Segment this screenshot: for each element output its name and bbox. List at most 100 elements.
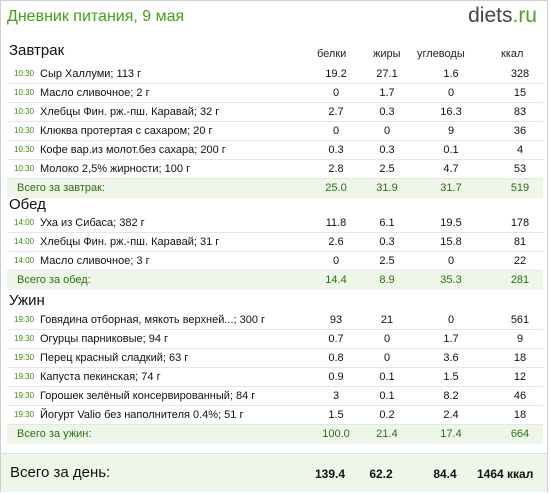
food-carbs: 19.5	[440, 217, 462, 229]
logo-tld: .ru	[512, 4, 537, 27]
food-name[interactable]: Капуста пекинская; 74 г	[40, 371, 161, 383]
food-protein: 11.8	[325, 217, 347, 229]
food-kcal: 12	[513, 371, 527, 383]
section-title: Завтрак	[9, 42, 65, 59]
food-name[interactable]: Клюква протертая с сахаром; 20 г	[40, 125, 213, 137]
food-carbs: 2.4	[443, 409, 459, 421]
food-protein: 0	[332, 255, 340, 267]
food-row[interactable]: 19:30 Йогурт Valio без наполнителя 0.4%; …	[7, 406, 543, 425]
food-kcal: 46	[513, 390, 527, 402]
food-time: 19:30	[14, 315, 35, 324]
food-row[interactable]: 19:30 Горошек зелёный консервированный; 8…	[7, 387, 543, 406]
food-time: 10:30	[14, 145, 35, 154]
food-kcal: 4	[516, 144, 524, 156]
food-time: 19:30	[14, 353, 35, 362]
food-name[interactable]: Молоко 2,5% жирности; 100 г	[40, 163, 191, 175]
food-row[interactable]: 10:30 Сыр Халлуми; 113 г 19.2 27.1 1.6 328	[7, 65, 543, 84]
section-total-label: Всего за ужин:	[17, 428, 92, 440]
food-row[interactable]: 14:00 Масло сливочное; 3 г 0 2.5 0 22	[7, 252, 543, 271]
food-carbs: 9	[447, 125, 455, 137]
food-fat: 21	[380, 314, 394, 326]
food-fat: 2.5	[379, 163, 395, 175]
col-header-carbs: углеводы	[417, 48, 465, 60]
section-total-kcal: 519	[510, 182, 530, 194]
section-total-fat: 8.9	[379, 274, 395, 286]
food-time: 14:00	[14, 237, 35, 246]
section-total-protein: 14.4	[325, 274, 347, 286]
food-kcal: 9	[516, 333, 524, 345]
food-kcal: 53	[513, 163, 527, 175]
food-kcal: 178	[510, 217, 530, 229]
food-carbs: 3.6	[443, 352, 459, 364]
page-title: Дневник питания, 9 мая	[7, 8, 185, 25]
food-row[interactable]: 10:30 Кофе вар.из молот.без сахара; 200 г…	[7, 141, 543, 160]
food-time: 19:30	[14, 391, 35, 400]
food-protein: 93	[329, 314, 343, 326]
section-total-fat: 21.4	[376, 428, 398, 440]
food-time: 10:30	[14, 126, 35, 135]
food-row[interactable]: 19:30 Говядина отборная, мякоть верхней..…	[7, 311, 543, 330]
food-name[interactable]: Огурцы парниковые; 94 г	[40, 333, 169, 345]
food-kcal: 22	[513, 255, 527, 267]
food-name[interactable]: Горошек зелёный консервированный; 84 г	[40, 390, 256, 402]
food-carbs: 0	[447, 87, 455, 99]
food-fat: 0	[383, 352, 391, 364]
food-time: 10:30	[14, 88, 35, 97]
food-fat: 6.1	[379, 217, 395, 229]
section-total-carbs: 35.3	[440, 274, 462, 286]
food-name[interactable]: Уха из Сибаса; 382 г	[40, 217, 145, 229]
food-kcal: 328	[510, 68, 530, 80]
section-title: Обед	[9, 196, 46, 213]
food-kcal: 83	[513, 106, 527, 118]
food-time: 19:30	[14, 334, 35, 343]
food-row[interactable]: 10:30 Хлебцы Фин. рж.-пш. Каравай; 32 г 2.…	[7, 103, 543, 122]
food-protein: 3	[332, 390, 340, 402]
food-name[interactable]: Хлебцы Фин. рж.-пш. Каравай; 32 г	[40, 106, 220, 118]
food-protein: 0.8	[328, 352, 344, 364]
food-fat: 1.7	[379, 87, 395, 99]
food-name[interactable]: Йогурт Valio без наполнителя 0.4%; 51 г	[40, 409, 244, 421]
food-carbs: 1.7	[443, 333, 459, 345]
section-total-fat: 31.9	[376, 182, 398, 194]
food-fat: 0.3	[379, 144, 395, 156]
food-carbs: 4.7	[443, 163, 459, 175]
food-fat: 0.1	[379, 390, 395, 402]
food-kcal: 36	[513, 125, 527, 137]
col-header-fat: жиры	[373, 48, 401, 60]
food-fat: 0	[383, 333, 391, 345]
food-fat: 0.3	[379, 236, 395, 248]
logo-name: diets	[468, 4, 513, 27]
food-name[interactable]: Перец красный сладкий; 63 г	[40, 352, 189, 364]
site-logo[interactable]: diets.ru	[468, 4, 537, 28]
food-time: 10:30	[14, 69, 35, 78]
food-name[interactable]: Кофе вар.из молот.без сахара; 200 г	[40, 144, 226, 156]
food-row[interactable]: 14:00 Хлебцы Фин. рж.-пш. Каравай; 31 г 2.…	[7, 233, 543, 252]
food-protein: 0.3	[328, 144, 344, 156]
food-carbs: 16.3	[440, 106, 462, 118]
section-total-carbs: 17.4	[440, 428, 462, 440]
col-header-protein: белки	[317, 48, 347, 60]
food-row[interactable]: 10:30 Молоко 2,5% жирности; 100 г 2.8 2.5 4.…	[7, 160, 543, 179]
food-time: 10:30	[14, 164, 35, 173]
food-row[interactable]: 19:30 Перец красный сладкий; 63 г 0.8 0 3.6 1…	[7, 349, 543, 368]
section-total: Всего за завтрак: 25.0 31.9 31.7 519	[7, 179, 543, 198]
col-header-kcal: ккал	[501, 48, 524, 60]
food-row[interactable]: 14:00 Уха из Сибаса; 382 г 11.8 6.1 19.5 178	[7, 214, 543, 233]
day-total-carbs: 84.4	[433, 467, 457, 481]
food-name[interactable]: Говядина отборная, мякоть верхней...; 30…	[40, 314, 266, 326]
food-protein: 2.7	[328, 106, 344, 118]
section-total-carbs: 31.7	[440, 182, 462, 194]
section-total-label: Всего за обед:	[17, 274, 91, 286]
food-row[interactable]: 19:30 Огурцы парниковые; 94 г 0.7 0 1.7 9	[7, 330, 543, 349]
food-row[interactable]: 10:30 Масло сливочное; 2 г 0 1.7 0 15	[7, 84, 543, 103]
food-row[interactable]: 10:30 Клюква протертая с сахаром; 20 г 0 0 9…	[7, 122, 543, 141]
food-name[interactable]: Сыр Халлуми; 113 г	[40, 68, 142, 80]
food-name[interactable]: Хлебцы Фин. рж.-пш. Каравай; 31 г	[40, 236, 220, 248]
food-name[interactable]: Масло сливочное; 2 г	[40, 87, 150, 99]
food-name[interactable]: Масло сливочное; 3 г	[40, 255, 150, 267]
food-kcal: 18	[513, 352, 527, 364]
food-protein: 2.6	[328, 236, 344, 248]
food-row[interactable]: 19:30 Капуста пекинская; 74 г 0.9 0.1 1.5 12	[7, 368, 543, 387]
header: Дневник питания, 9 мая diets.ru	[1, 1, 547, 34]
